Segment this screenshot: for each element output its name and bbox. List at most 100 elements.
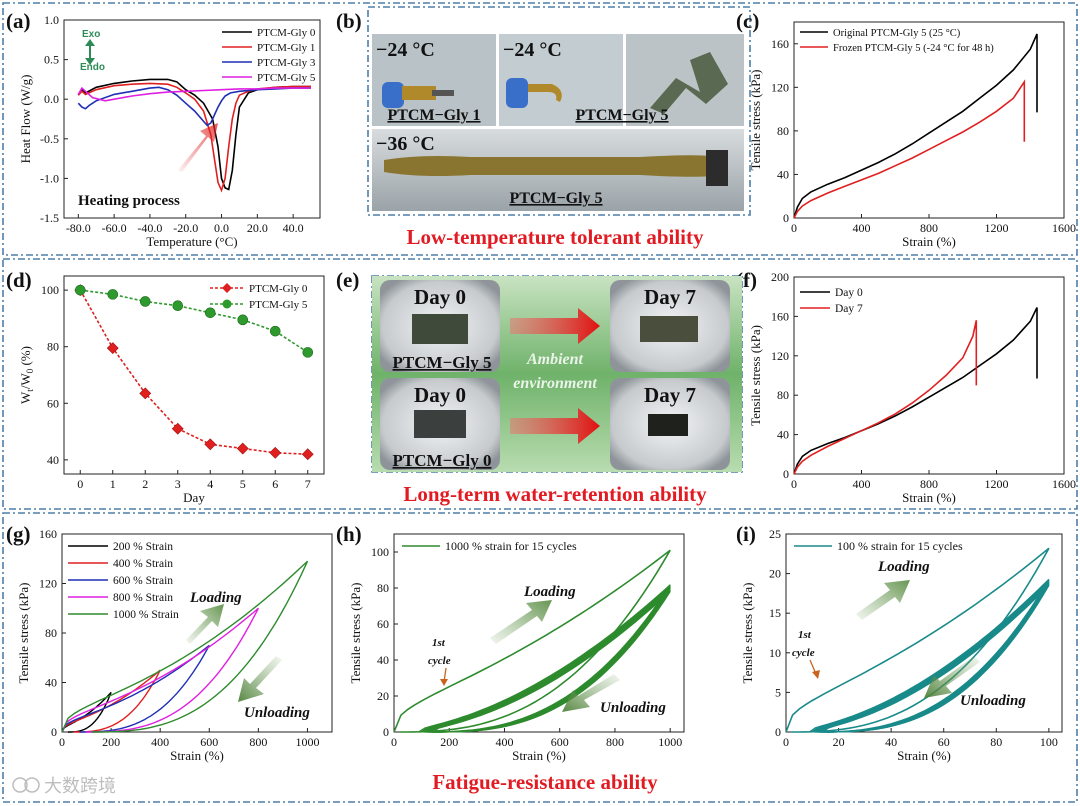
legend-label: 100 % strain for 15 cycles [837,539,963,553]
y-tick-label: 200 [771,270,789,284]
y-tick-label: 80 [777,388,789,402]
panel-label-e: (e) [336,268,359,292]
heating-arrow-icon [178,123,218,172]
y-tick-label: 160 [39,527,57,541]
x-axis-label: Day [183,490,205,505]
x-tick-label: 1200 [985,477,1009,491]
x-tick-label: 1600 [1052,221,1076,235]
y-tick-label: 120 [39,577,57,591]
sample-label-b2: PTCM−Gly 5 [575,107,668,124]
first-cycle-label-i-1: 1st [798,629,812,641]
x-tick-label: 40 [885,735,897,749]
sample-gly0-day7 [648,414,688,436]
data-point [269,446,282,459]
temp-b3: −36 °C [376,133,435,155]
unloading-arrow-icon-i [924,656,980,698]
x-tick-label: 3 [175,477,181,491]
x-tick-label: 0 [791,477,797,491]
plot-frame [393,533,685,733]
data-point [139,387,152,400]
legend-label: PTCM-Gly 5 [249,299,308,311]
y-axis-label: Tensile stress (kPa) [740,583,755,684]
unloading-arrow-icon-g [238,656,282,702]
y-tick-label: 0 [783,211,789,225]
legend-label: PTCM-Gly 0 [249,283,308,295]
series-line-1 [79,289,308,455]
section-titles: Low-temperature tolerant ability Long-te… [403,225,707,794]
data-point [204,438,217,451]
y-tick-label: 0 [783,467,789,481]
cycle-loop-1 [785,547,1050,733]
panel-label-c: (c) [736,9,759,33]
y-tick-label: 120 [771,80,789,94]
data-point [301,448,314,461]
y-tick-label: 160 [771,309,789,323]
x-tick-label: 1000 [295,735,319,749]
hysteresis-loop-4 [61,607,260,733]
x-tick-label: -40.0 [137,221,162,235]
cycle-loop-15 [822,585,1050,733]
legend-label: PTCM-Gly 3 [257,57,316,69]
legend-label: Day 0 [835,287,863,299]
loading-label-i: Loading [877,559,930,575]
plot-frame [63,275,325,475]
panel-label-d: (d) [6,268,32,292]
loading-label-g: Loading [189,590,242,606]
loading-arrow-icon-i [856,580,910,620]
y-tick-label: 20 [769,567,781,581]
y-axis-label: Heat Flow (W/g) [18,75,33,164]
sample-label-e-top: PTCM−Gly 5 [393,353,492,372]
y-tick-label: 0.0 [44,92,59,106]
x-tick-label: 0 [59,735,65,749]
y-tick-label: 1.0 [44,13,59,27]
panel-label-a: (a) [6,9,31,33]
sample-b1 [402,86,436,100]
chart-d: 0 1 2 3 4 5 6 7 40 60 80 100 Day Wt/W0 (%) PTCM-Gly 0 P… [18,275,325,505]
frame-row1 [2,2,1078,256]
glove-b1 [382,82,404,108]
data-point [237,314,249,326]
watermark-logo-icon [12,777,28,793]
x-axis-label: Temperature (°C) [146,234,237,249]
day7-bottom: Day 7 [644,383,696,407]
y-tick-label: 10 [769,646,781,660]
plot-frame [785,533,1063,733]
x-tick-label: 100 [1040,735,1058,749]
x-axis-label: Strain (%) [902,234,956,249]
legend-label: 1000 % Strain [113,609,179,621]
y-axis-label: Tensile stress (kPa) [16,583,31,684]
data-point [269,325,281,337]
x-tick-label: 600 [551,735,569,749]
day0-top: Day 0 [414,285,466,309]
x-tick-label: 800 [920,221,938,235]
panel-labels: (a) (b) (c) (d) (e) (f) (g) (h) (i) [6,9,759,546]
y-axis-label: Tensile stress (kPa) [748,70,763,171]
hysteresis-loop-5 [61,560,309,733]
legend-label: 200 % Strain [113,541,173,553]
x-tick-label: 800 [920,477,938,491]
x-axis-label: Strain (%) [902,490,956,505]
y-axis-label: Wt/W0 (%) [18,346,35,404]
heating-label: Heating process [78,193,180,209]
y-tick-label: 15 [769,606,781,620]
chart-c: 0 400 800 1200 1600 0 40 80 120 160 Strain (%) Tens… [748,21,1076,249]
unloading-label-h: Unloading [600,700,666,716]
x-tick-label: 5 [240,477,246,491]
exo-label: Exo [82,29,100,40]
legend-label: PTCM-Gly 5 [257,72,316,84]
x-tick-label: 1200 [985,221,1009,235]
clamp-b4 [706,150,728,186]
panel-b-photos: −24 °C −24 °C −36 °C PTCM−Gly 1 PTCM−Gly… [372,34,744,211]
y-tick-label: 40 [777,167,789,181]
y-tick-label: 25 [769,527,781,541]
frame-row3 [2,512,1078,803]
x-tick-label: 1000 [658,735,682,749]
sample-gly0-day0 [414,410,466,438]
y-tick-label: 20 [377,689,389,703]
section-title-row1: Low-temperature tolerant ability [406,225,704,249]
y-tick-label: -1.5 [40,211,59,225]
sample-gly5-day0 [412,314,468,344]
y-tick-label: 0.5 [44,53,59,67]
ambient-label-1: Ambient [526,351,584,368]
sample-label-e-bottom: PTCM−Gly 0 [393,451,492,470]
